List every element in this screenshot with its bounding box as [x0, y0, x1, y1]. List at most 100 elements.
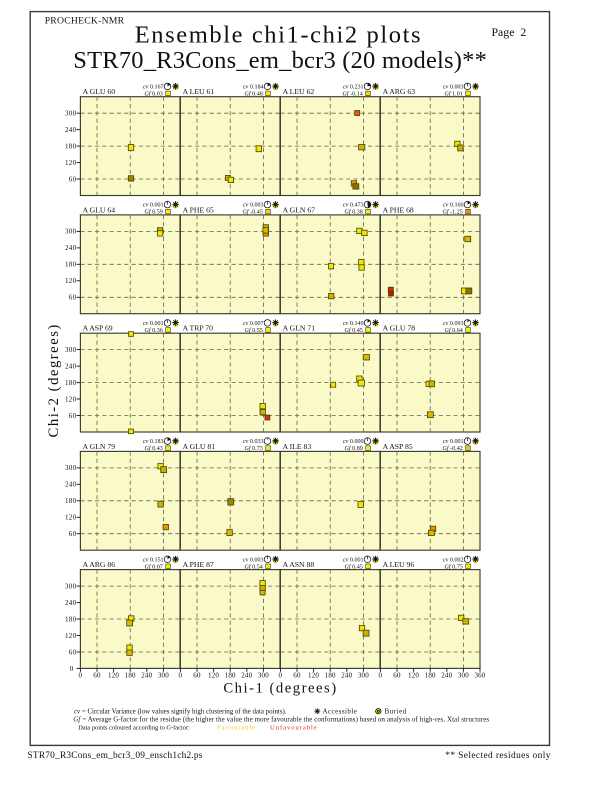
svg-text:Gf 0.73: Gf 0.73: [245, 445, 263, 452]
svg-text:A LEU 62: A LEU 62: [283, 87, 315, 96]
svg-text:Ensemble chi1-chi2 plots: Ensemble chi1-chi2 plots: [135, 22, 422, 49]
svg-text:360: 360: [474, 671, 485, 679]
svg-text:A TRP 70: A TRP 70: [183, 324, 213, 333]
svg-text:240: 240: [65, 481, 77, 489]
svg-text:0: 0: [70, 665, 74, 673]
svg-text:300: 300: [65, 582, 77, 590]
svg-text:240: 240: [65, 362, 77, 370]
svg-text:Gf 0.89: Gf 0.89: [345, 445, 363, 452]
svg-text:A GLU 64: A GLU 64: [83, 205, 116, 214]
svg-text:120: 120: [65, 395, 77, 403]
svg-text:A LEU 96: A LEU 96: [383, 560, 415, 569]
svg-text:Chi-1 (degrees): Chi-1 (degrees): [223, 681, 337, 697]
svg-text:A PHE 68: A PHE 68: [383, 205, 414, 214]
svg-text:Gf 0.36: Gf 0.36: [145, 327, 163, 334]
svg-text:Chi-2 (degrees): Chi-2 (degrees): [46, 323, 62, 437]
svg-text:60: 60: [193, 671, 201, 679]
svg-text:Gf 0.45: Gf 0.45: [345, 327, 363, 334]
svg-text:120: 120: [65, 159, 77, 167]
svg-text:cv 0.093: cv 0.093: [443, 321, 464, 327]
svg-text:Gf 0.03: Gf 0.03: [145, 90, 163, 97]
svg-text:300: 300: [158, 671, 169, 679]
svg-text:Page 2: Page 2: [492, 25, 527, 39]
svg-text:300: 300: [458, 671, 469, 679]
svg-text:A GLU 78: A GLU 78: [383, 324, 416, 333]
svg-text:240: 240: [241, 671, 252, 679]
svg-text:A LEU 61: A LEU 61: [183, 87, 215, 96]
svg-text:cv 0.003: cv 0.003: [243, 557, 264, 563]
svg-text:cv 0.033: cv 0.033: [243, 439, 264, 445]
svg-text:Gf 0.64: Gf 0.64: [445, 327, 463, 334]
svg-text:cv 0.003: cv 0.003: [443, 85, 464, 91]
svg-text:0: 0: [179, 671, 183, 679]
svg-text:240: 240: [441, 671, 452, 679]
svg-text:300: 300: [65, 228, 77, 236]
svg-text:120: 120: [65, 277, 77, 285]
svg-text:180: 180: [65, 261, 77, 269]
svg-text:cv 0.473: cv 0.473: [343, 203, 364, 209]
svg-text:Gf -0.42: Gf -0.42: [442, 445, 462, 452]
svg-text:0: 0: [279, 671, 283, 679]
svg-text:60: 60: [93, 671, 101, 679]
svg-text:Gf -0.45: Gf -0.45: [242, 209, 262, 216]
svg-text:Gf 0.48: Gf 0.48: [245, 90, 263, 97]
svg-text:180: 180: [325, 671, 336, 679]
svg-text:60: 60: [293, 671, 301, 679]
svg-text:A GLN 67: A GLN 67: [283, 205, 316, 214]
svg-text:A PHE 87: A PHE 87: [183, 560, 214, 569]
svg-text:cv 0.149: cv 0.149: [343, 321, 364, 327]
svg-text:A PHE 65: A PHE 65: [183, 205, 214, 214]
svg-text:Gf 0.07: Gf 0.07: [145, 563, 163, 570]
svg-text:Gf 0.59: Gf 0.59: [145, 209, 163, 216]
svg-text:** Selected residues only: ** Selected residues only: [445, 751, 551, 761]
svg-text:PROCHECK-NMR: PROCHECK-NMR: [45, 15, 125, 26]
svg-text:STR70_R3Cons_em_bcr3_09_ensch1: STR70_R3Cons_em_bcr3_09_ensch1ch2.ps: [28, 751, 203, 761]
svg-text:Gf 0.55: Gf 0.55: [245, 327, 263, 334]
svg-text:cv 0.007: cv 0.007: [243, 321, 264, 327]
svg-text:Buried: Buried: [385, 708, 407, 716]
svg-text:cv 0.003: cv 0.003: [243, 203, 264, 209]
svg-text:A GLN 79: A GLN 79: [83, 442, 116, 451]
svg-text:Gf 0.45: Gf 0.45: [345, 563, 363, 570]
svg-text:180: 180: [65, 379, 77, 387]
svg-text:cv 0.231: cv 0.231: [343, 85, 364, 91]
svg-text:180: 180: [65, 142, 77, 150]
svg-text:A ARG 86: A ARG 86: [83, 560, 116, 569]
svg-text:120: 120: [208, 671, 219, 679]
svg-text:Gf 0.75: Gf 0.75: [445, 563, 463, 570]
svg-text:240: 240: [65, 599, 77, 607]
svg-text:Unfavourable: Unfavourable: [270, 724, 318, 731]
svg-text:cv = Circular Variance (low va: cv = Circular Variance (low values signi…: [74, 709, 287, 716]
svg-text:cv 0.001: cv 0.001: [443, 439, 464, 445]
svg-text:180: 180: [425, 671, 436, 679]
svg-text:A ARG 63: A ARG 63: [383, 87, 416, 96]
svg-text:120: 120: [65, 514, 77, 522]
svg-text:Favourable: Favourable: [217, 724, 256, 731]
svg-text:0: 0: [79, 671, 83, 679]
svg-text:A GLN 71: A GLN 71: [283, 324, 316, 333]
svg-text:A ASN 88: A ASN 88: [283, 560, 315, 569]
svg-text:60: 60: [69, 648, 77, 656]
svg-text:120: 120: [308, 671, 319, 679]
svg-text:60: 60: [393, 671, 401, 679]
svg-text:cv 0.167: cv 0.167: [143, 85, 164, 91]
svg-text:A GLU 60: A GLU 60: [83, 87, 116, 96]
svg-text:300: 300: [65, 464, 77, 472]
svg-text:cv 0.001: cv 0.001: [343, 557, 364, 563]
svg-text:60: 60: [69, 412, 77, 420]
svg-text:Gf -1.25: Gf -1.25: [442, 209, 462, 216]
svg-text:Accessible: Accessible: [323, 708, 358, 716]
svg-text:300: 300: [65, 346, 77, 354]
svg-text:60: 60: [69, 294, 77, 302]
svg-text:cv 0.151: cv 0.151: [143, 557, 164, 563]
svg-text:120: 120: [65, 632, 77, 640]
svg-text:300: 300: [65, 110, 77, 118]
svg-text:cv 0.002: cv 0.002: [443, 557, 464, 563]
svg-text:cv 0.184: cv 0.184: [243, 85, 264, 91]
svg-text:Gf = Average G-factor for the: Gf = Average G-factor for the residue (t…: [73, 716, 489, 723]
svg-text:A GLU 81: A GLU 81: [183, 442, 216, 451]
svg-text:300: 300: [258, 671, 269, 679]
svg-text:cv 0.183: cv 0.183: [143, 439, 164, 445]
svg-text:180: 180: [125, 671, 136, 679]
svg-text:Data points coloured according: Data points coloured according to G-fact…: [78, 724, 190, 731]
